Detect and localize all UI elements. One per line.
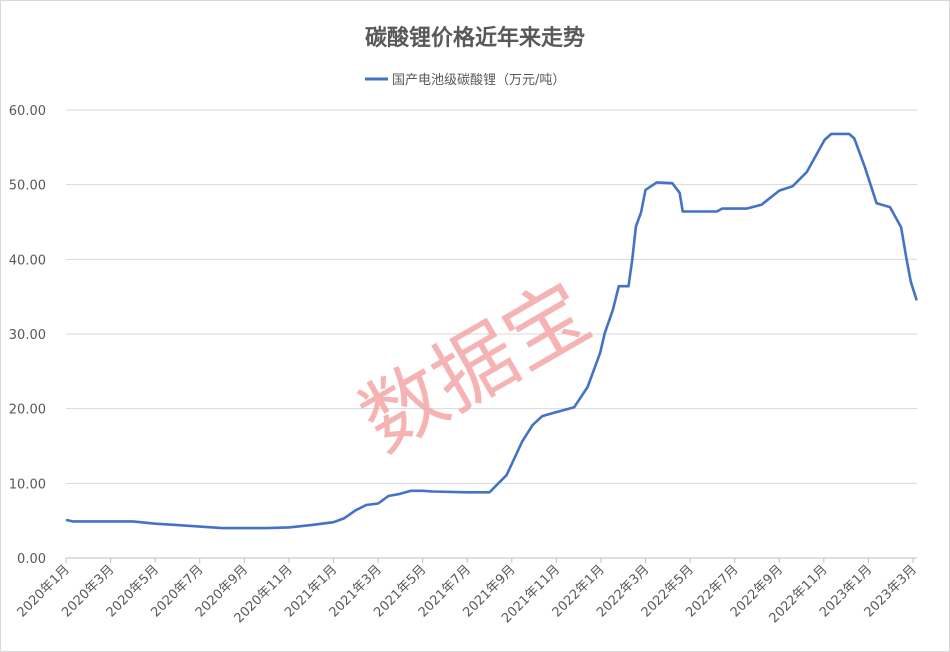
watermark-text: 数据宝 [345,265,606,470]
legend-label: 国产电池级碳酸锂（万元/吨） [392,73,565,88]
legend: 国产电池级碳酸锂（万元/吨） [365,73,565,88]
series-line [65,132,918,530]
y-tick-label: 0.00 [17,552,46,567]
y-tick-label: 20.00 [9,403,46,418]
y-tick-label: 50.00 [9,179,46,194]
y-tick-label: 10.00 [9,477,46,492]
chart-title: 碳酸锂价格近年来走势 [365,25,585,51]
y-tick-label: 30.00 [9,328,46,343]
y-tick-label: 40.00 [9,253,46,268]
y-tick-label: 60.00 [9,104,46,119]
watermark: 数据宝 [345,265,606,470]
